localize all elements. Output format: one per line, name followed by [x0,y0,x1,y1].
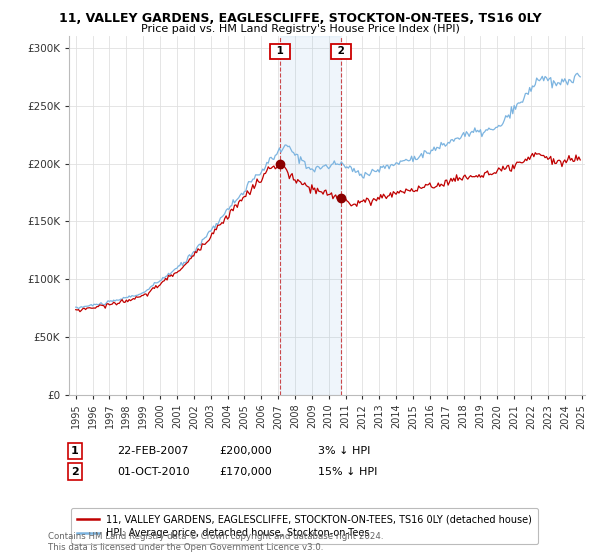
Text: Price paid vs. HM Land Registry's House Price Index (HPI): Price paid vs. HM Land Registry's House … [140,24,460,34]
Text: 01-OCT-2010: 01-OCT-2010 [117,466,190,477]
Text: 22-FEB-2007: 22-FEB-2007 [117,446,188,456]
Text: £170,000: £170,000 [219,466,272,477]
Text: 11, VALLEY GARDENS, EAGLESCLIFFE, STOCKTON-ON-TEES, TS16 0LY: 11, VALLEY GARDENS, EAGLESCLIFFE, STOCKT… [59,12,541,25]
Text: 2: 2 [334,46,349,57]
Text: 2: 2 [71,466,79,477]
Text: Contains HM Land Registry data © Crown copyright and database right 2024.
This d: Contains HM Land Registry data © Crown c… [48,532,383,552]
Text: 3% ↓ HPI: 3% ↓ HPI [318,446,370,456]
Bar [280,36,341,395]
Text: 15% ↓ HPI: 15% ↓ HPI [318,466,377,477]
Legend: 11, VALLEY GARDENS, EAGLESCLIFFE, STOCKTON-ON-TEES, TS16 0LY (detached house), H: 11, VALLEY GARDENS, EAGLESCLIFFE, STOCKT… [71,508,538,544]
Text: 1: 1 [273,46,287,57]
Text: 1: 1 [71,446,79,456]
Text: £200,000: £200,000 [219,446,272,456]
